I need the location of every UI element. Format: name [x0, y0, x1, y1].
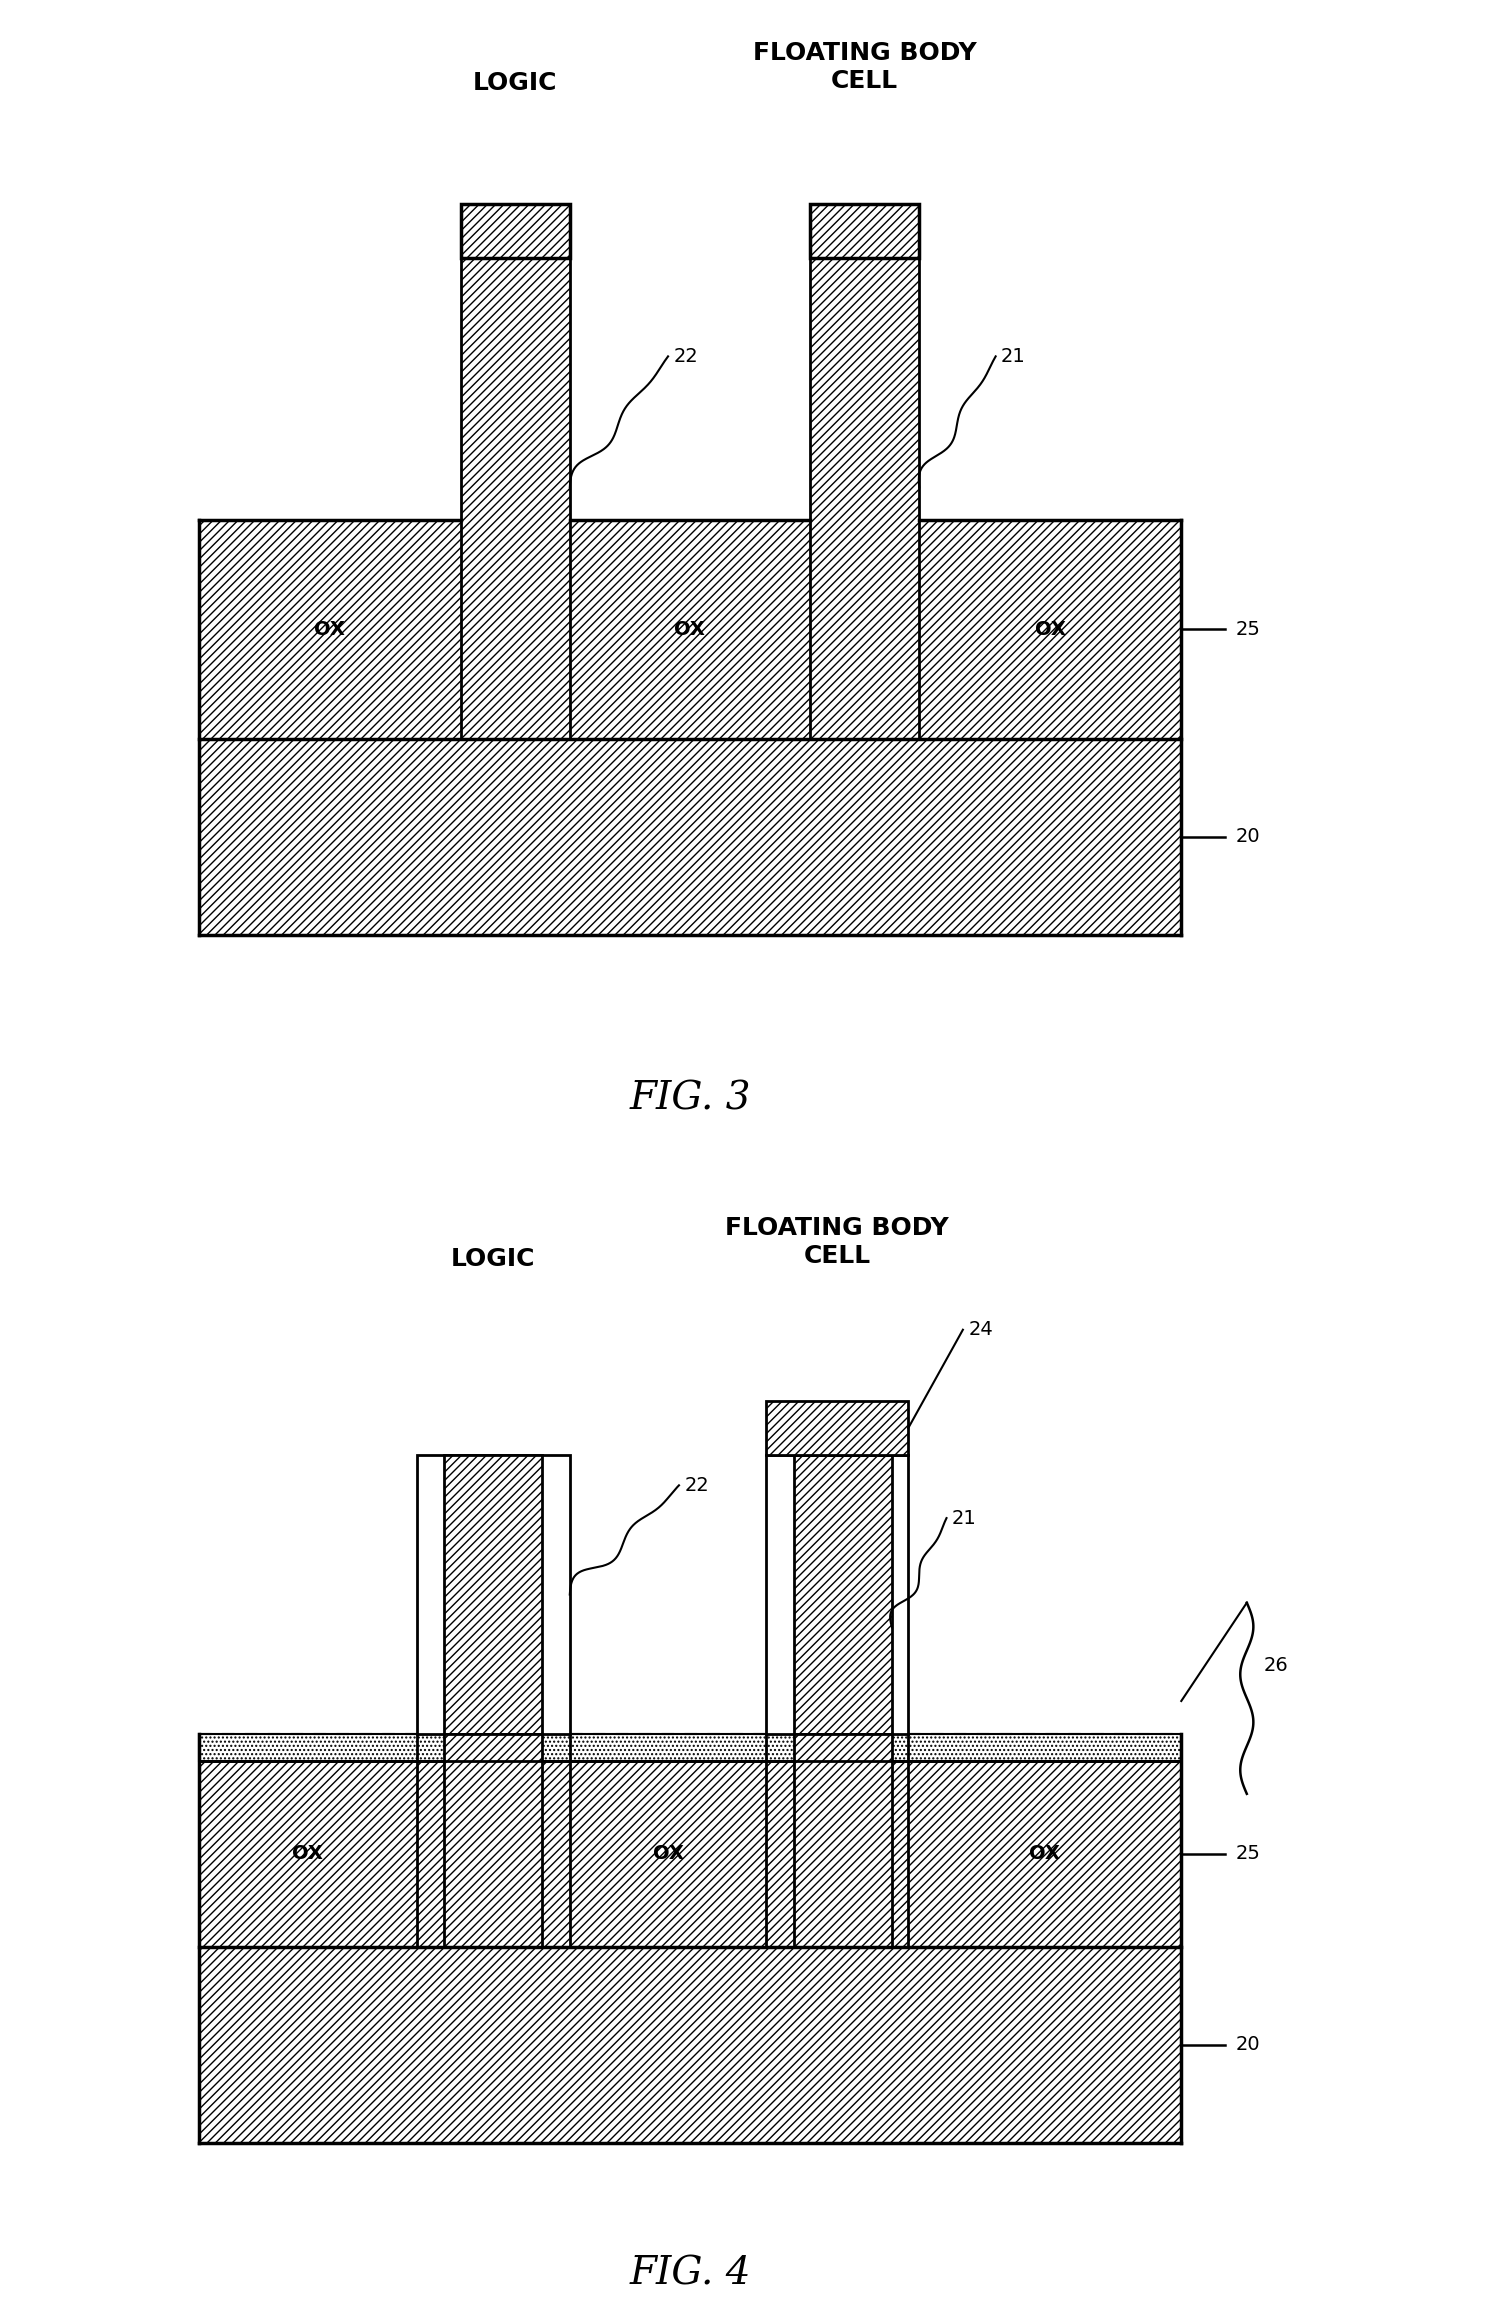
- Text: 21: 21: [1001, 347, 1026, 366]
- Bar: [198, 521, 1181, 738]
- Text: OX: OX: [1029, 1844, 1060, 1863]
- Text: OX: OX: [675, 620, 706, 639]
- Bar: [810, 204, 919, 259]
- Text: FIG. 3: FIG. 3: [630, 1081, 750, 1118]
- Text: 25: 25: [1236, 620, 1261, 639]
- Text: FLOATING BODY
CELL: FLOATING BODY CELL: [725, 1217, 948, 1268]
- Text: OX: OX: [292, 1844, 323, 1863]
- Bar: [460, 204, 570, 259]
- Bar: [198, 1946, 1181, 2143]
- Text: 20: 20: [1236, 828, 1261, 847]
- Bar: [767, 1400, 908, 1456]
- Text: OX: OX: [652, 1844, 683, 1863]
- Bar: [444, 1456, 542, 1733]
- Text: 24: 24: [968, 1321, 993, 1340]
- Bar: [198, 1761, 1181, 1946]
- Bar: [198, 738, 1181, 935]
- Bar: [198, 1733, 1181, 1761]
- Bar: [794, 1733, 892, 1946]
- Text: OX: OX: [1035, 620, 1066, 639]
- Bar: [767, 1456, 908, 1733]
- Text: LOGIC: LOGIC: [474, 72, 557, 95]
- Text: 21: 21: [951, 1509, 977, 1527]
- Text: FIG. 4: FIG. 4: [630, 2256, 750, 2293]
- Text: 26: 26: [1263, 1657, 1288, 1675]
- Bar: [794, 1456, 892, 1733]
- Bar: [444, 1733, 542, 1946]
- Text: FLOATING BODY
CELL: FLOATING BODY CELL: [753, 42, 977, 93]
- Text: LOGIC: LOGIC: [451, 1247, 536, 1270]
- Bar: [460, 259, 570, 738]
- Text: OX: OX: [314, 620, 345, 639]
- Text: 20: 20: [1236, 2036, 1261, 2055]
- Bar: [417, 1456, 570, 1733]
- Bar: [810, 259, 919, 738]
- Text: 25: 25: [1236, 1844, 1261, 1863]
- Text: 22: 22: [685, 1476, 709, 1495]
- Text: 22: 22: [673, 347, 698, 366]
